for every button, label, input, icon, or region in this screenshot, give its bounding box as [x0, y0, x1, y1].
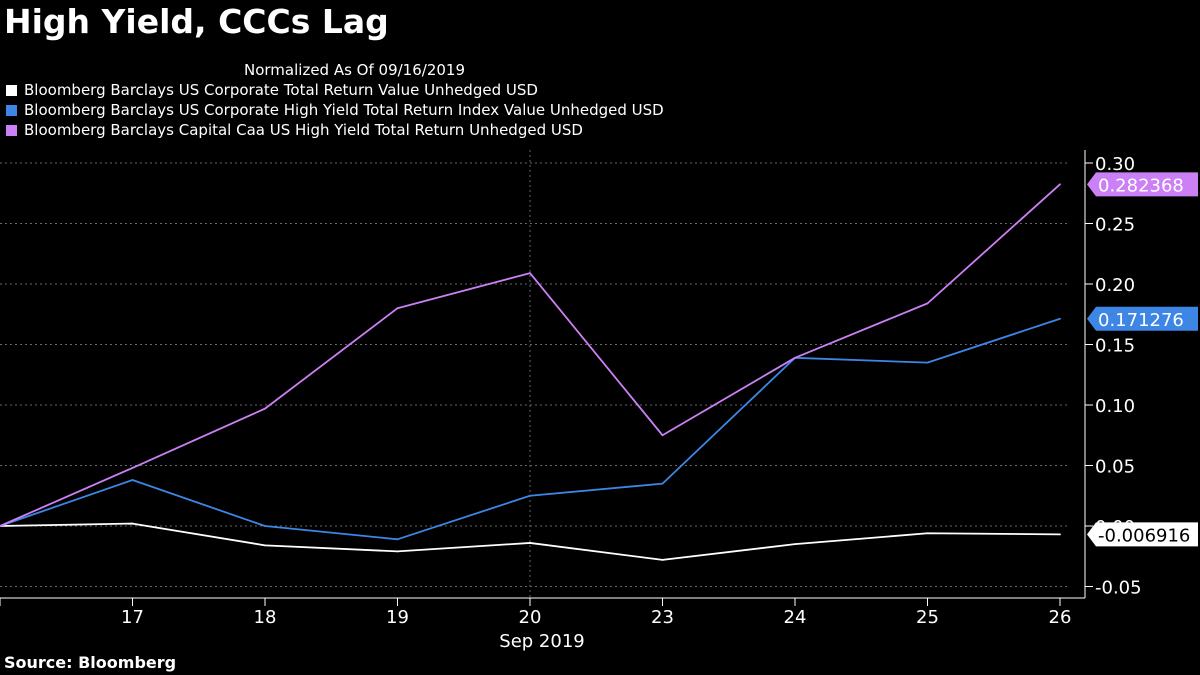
data-point	[396, 550, 399, 553]
last-value-label: 0.282368	[1098, 175, 1184, 196]
source-note: Source: Bloomberg	[4, 653, 177, 672]
data-point	[661, 558, 664, 561]
legend-label: Bloomberg Barclays Capital Caa US High Y…	[24, 121, 583, 139]
x-tick-label: 19	[386, 607, 409, 628]
x-tick-label: 24	[784, 607, 807, 628]
x-axis-label: Sep 2019	[499, 631, 584, 652]
legend-swatch	[6, 84, 17, 96]
data-point	[926, 302, 929, 305]
series-lines	[0, 183, 1061, 561]
y-tick-label: 0.15	[1095, 336, 1135, 357]
data-point	[396, 538, 399, 541]
y-tick-label: 0.30	[1095, 154, 1135, 175]
data-point	[0, 525, 1, 527]
data-point	[529, 542, 531, 544]
legend-swatch	[6, 124, 17, 136]
legend-swatch	[6, 104, 17, 116]
data-point	[264, 544, 266, 547]
last-value-label: -0.006916	[1098, 525, 1190, 546]
last-value-badge	[1087, 306, 1198, 331]
x-tick-label: 26	[1049, 607, 1072, 628]
data-point	[1059, 183, 1061, 186]
data-point	[396, 307, 399, 310]
y-tick-label: 0.10	[1095, 396, 1135, 417]
legend-label: Bloomberg Barclays US Corporate Total Re…	[24, 81, 538, 99]
legend-label: Bloomberg Barclays US Corporate High Yie…	[24, 101, 664, 119]
data-point	[1059, 533, 1061, 536]
legend-item: Bloomberg Barclays US Corporate High Yie…	[6, 100, 664, 120]
data-point	[1059, 317, 1061, 320]
data-point	[529, 272, 531, 275]
x-tick-label: 23	[651, 607, 674, 628]
y-tick-label: 0.05	[1095, 457, 1135, 478]
data-point	[131, 522, 134, 525]
grid-lines	[0, 150, 1070, 598]
x-tick-label: 17	[121, 607, 144, 628]
chart-title: High Yield, CCCs Lag	[4, 2, 389, 41]
chart-subtitle: Normalized As Of 09/16/2019	[244, 61, 465, 79]
last-value-badge	[1087, 172, 1198, 197]
data-point	[131, 467, 134, 469]
data-point	[661, 434, 664, 437]
y-tick-label: -0.05	[1095, 578, 1142, 599]
data-point	[661, 482, 664, 485]
legend-item: Bloomberg Barclays Capital Caa US High Y…	[6, 120, 664, 140]
legend-item: Bloomberg Barclays US Corporate Total Re…	[6, 80, 664, 100]
data-point	[529, 494, 531, 497]
x-tick-label: 20	[519, 607, 542, 628]
data-point	[131, 479, 134, 481]
data-point	[264, 407, 266, 410]
axes: -0.050.000.050.100.150.200.250.301718192…	[0, 150, 1142, 652]
data-point	[794, 543, 796, 546]
last-value-label: 0.171276	[1098, 310, 1184, 331]
data-point	[926, 361, 929, 364]
last-value-badge	[1087, 522, 1198, 547]
legend: Bloomberg Barclays US Corporate Total Re…	[6, 80, 664, 140]
y-tick-label: 0.20	[1095, 275, 1135, 296]
x-tick-label: 18	[254, 607, 277, 628]
x-tick-label: 25	[916, 607, 939, 628]
data-point	[794, 356, 796, 359]
last-value-badges: -0.006916 0.171276 0.282368	[1087, 172, 1198, 547]
y-tick-label: 0.25	[1095, 215, 1135, 236]
data-point	[264, 525, 266, 527]
data-point	[926, 532, 929, 535]
